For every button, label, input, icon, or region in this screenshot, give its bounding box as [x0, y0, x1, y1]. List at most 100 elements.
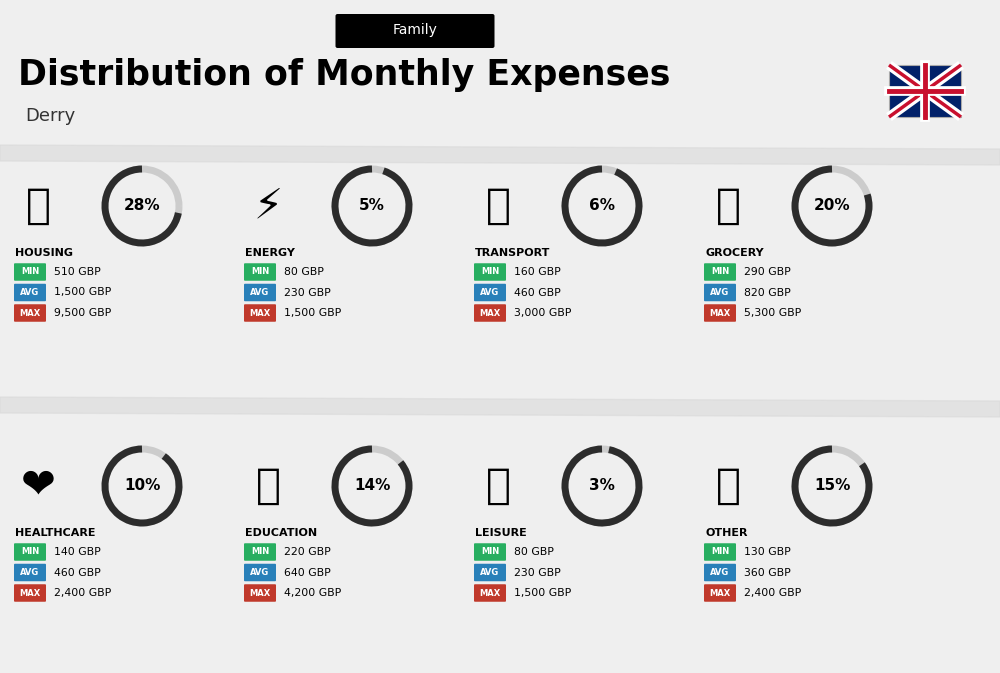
Text: 14%: 14%: [354, 478, 390, 493]
FancyBboxPatch shape: [704, 543, 736, 561]
Text: 230 GBP: 230 GBP: [514, 567, 561, 577]
FancyBboxPatch shape: [244, 263, 276, 281]
Text: 160 GBP: 160 GBP: [514, 267, 561, 277]
Text: 1,500 GBP: 1,500 GBP: [514, 588, 571, 598]
Text: AVG: AVG: [480, 568, 500, 577]
FancyBboxPatch shape: [704, 263, 736, 281]
FancyBboxPatch shape: [14, 263, 46, 281]
Text: 3%: 3%: [589, 478, 615, 493]
Text: 🎓: 🎓: [256, 465, 280, 507]
Text: 🛒: 🛒: [716, 185, 740, 227]
Text: AVG: AVG: [250, 568, 270, 577]
Text: 80 GBP: 80 GBP: [514, 547, 554, 557]
Text: MAX: MAX: [479, 308, 501, 318]
FancyBboxPatch shape: [704, 564, 736, 581]
Text: 460 GBP: 460 GBP: [514, 287, 561, 297]
FancyBboxPatch shape: [14, 584, 46, 602]
Text: AVG: AVG: [20, 568, 40, 577]
Text: 80 GBP: 80 GBP: [284, 267, 324, 277]
FancyBboxPatch shape: [244, 284, 276, 302]
Text: AVG: AVG: [250, 288, 270, 297]
Text: 9,500 GBP: 9,500 GBP: [54, 308, 111, 318]
Text: MIN: MIN: [711, 267, 729, 277]
FancyBboxPatch shape: [704, 284, 736, 302]
Text: TRANSPORT: TRANSPORT: [475, 248, 550, 258]
Text: ❤: ❤: [21, 465, 55, 507]
Text: AVG: AVG: [480, 288, 500, 297]
Text: 6%: 6%: [589, 197, 615, 213]
Text: ENERGY: ENERGY: [245, 248, 295, 258]
Text: 15%: 15%: [814, 478, 850, 493]
Text: 5%: 5%: [359, 197, 385, 213]
Text: MAX: MAX: [19, 308, 41, 318]
Text: MIN: MIN: [21, 267, 39, 277]
Text: AVG: AVG: [710, 288, 730, 297]
FancyBboxPatch shape: [244, 543, 276, 561]
Text: 4,200 GBP: 4,200 GBP: [284, 588, 341, 598]
Text: 🛍: 🛍: [486, 465, 511, 507]
Text: MIN: MIN: [711, 548, 729, 557]
Text: 🚌: 🚌: [486, 185, 511, 227]
FancyBboxPatch shape: [474, 584, 506, 602]
Text: LEISURE: LEISURE: [475, 528, 527, 538]
Text: 290 GBP: 290 GBP: [744, 267, 791, 277]
Text: MIN: MIN: [481, 548, 499, 557]
Text: MAX: MAX: [249, 588, 271, 598]
Text: 510 GBP: 510 GBP: [54, 267, 101, 277]
Text: 460 GBP: 460 GBP: [54, 567, 101, 577]
Text: 140 GBP: 140 GBP: [54, 547, 101, 557]
Text: 360 GBP: 360 GBP: [744, 567, 791, 577]
FancyBboxPatch shape: [474, 304, 506, 322]
FancyBboxPatch shape: [889, 65, 961, 117]
Text: 820 GBP: 820 GBP: [744, 287, 791, 297]
Text: GROCERY: GROCERY: [705, 248, 764, 258]
FancyBboxPatch shape: [474, 284, 506, 302]
Text: MIN: MIN: [251, 267, 269, 277]
FancyBboxPatch shape: [474, 263, 506, 281]
Text: 220 GBP: 220 GBP: [284, 547, 331, 557]
Text: MAX: MAX: [19, 588, 41, 598]
Text: 20%: 20%: [814, 197, 850, 213]
Text: AVG: AVG: [20, 288, 40, 297]
FancyBboxPatch shape: [704, 584, 736, 602]
Text: 230 GBP: 230 GBP: [284, 287, 331, 297]
Text: MIN: MIN: [481, 267, 499, 277]
Text: 1,500 GBP: 1,500 GBP: [54, 287, 111, 297]
FancyBboxPatch shape: [244, 564, 276, 581]
Text: AVG: AVG: [710, 568, 730, 577]
Text: MIN: MIN: [251, 548, 269, 557]
FancyBboxPatch shape: [704, 304, 736, 322]
Text: MAX: MAX: [249, 308, 271, 318]
Text: Family: Family: [393, 23, 437, 37]
FancyBboxPatch shape: [474, 564, 506, 581]
Text: OTHER: OTHER: [705, 528, 748, 538]
Text: MIN: MIN: [21, 548, 39, 557]
FancyBboxPatch shape: [14, 304, 46, 322]
Text: EDUCATION: EDUCATION: [245, 528, 317, 538]
Text: HOUSING: HOUSING: [15, 248, 73, 258]
Text: 130 GBP: 130 GBP: [744, 547, 791, 557]
Text: 🏢: 🏢: [26, 185, 51, 227]
Text: Derry: Derry: [25, 107, 75, 125]
FancyBboxPatch shape: [474, 543, 506, 561]
Text: 3,000 GBP: 3,000 GBP: [514, 308, 571, 318]
Text: 640 GBP: 640 GBP: [284, 567, 331, 577]
Text: ⚡: ⚡: [253, 185, 283, 227]
Text: 1,500 GBP: 1,500 GBP: [284, 308, 341, 318]
Text: 28%: 28%: [124, 197, 160, 213]
Text: MAX: MAX: [479, 588, 501, 598]
Text: 10%: 10%: [124, 478, 160, 493]
FancyBboxPatch shape: [336, 14, 494, 48]
Text: Distribution of Monthly Expenses: Distribution of Monthly Expenses: [18, 58, 670, 92]
FancyBboxPatch shape: [244, 584, 276, 602]
Text: 💰: 💰: [716, 465, 740, 507]
Text: HEALTHCARE: HEALTHCARE: [15, 528, 96, 538]
Text: 2,400 GBP: 2,400 GBP: [54, 588, 111, 598]
FancyBboxPatch shape: [14, 284, 46, 302]
FancyBboxPatch shape: [244, 304, 276, 322]
FancyBboxPatch shape: [14, 564, 46, 581]
FancyBboxPatch shape: [14, 543, 46, 561]
Text: 5,300 GBP: 5,300 GBP: [744, 308, 801, 318]
Text: MAX: MAX: [709, 588, 731, 598]
Text: 2,400 GBP: 2,400 GBP: [744, 588, 801, 598]
